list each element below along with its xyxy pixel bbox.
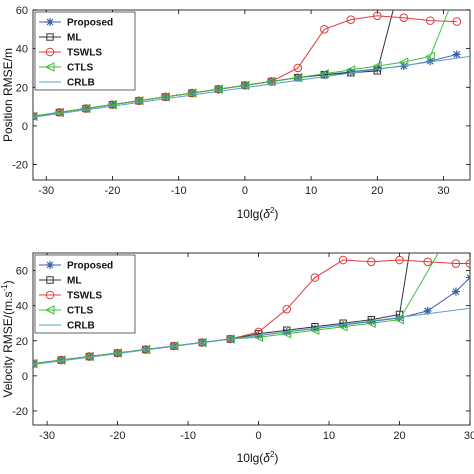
x-tick-label: -10 (171, 185, 187, 197)
triangle-marker (292, 72, 303, 83)
triangle-marker (44, 305, 55, 315)
x-tick-label: 20 (393, 430, 405, 442)
y-tick-label: 60 (16, 5, 28, 17)
y-tick-label: 20 (16, 336, 28, 348)
circle-marker (367, 257, 376, 267)
circle-marker (320, 25, 329, 34)
triangle-marker (54, 107, 64, 118)
legend: Proposed ML TSWLS CTLS CRLB (34, 11, 136, 91)
legend-box (34, 254, 136, 334)
x-axis-label: 10lg(δ2) (237, 450, 279, 465)
legend-label: CTLS (67, 306, 93, 317)
y-tick-label: 60 (16, 266, 28, 278)
legend-label: TSWLS (67, 48, 102, 59)
legend-label: TSWLS (67, 291, 102, 302)
star-marker (426, 57, 435, 66)
x-tick-label: -30 (39, 430, 55, 442)
series-group (33, 10, 470, 122)
series-line-crlb (33, 55, 470, 118)
y-axis-label: Velocity RMSE/(m.s-1) (0, 280, 15, 397)
y-tick-label: -20 (12, 160, 28, 172)
x-tick-label: -20 (110, 430, 126, 442)
circle-marker (465, 259, 470, 268)
circle-marker (423, 257, 433, 267)
circle-marker (45, 290, 55, 300)
triangle-marker (398, 57, 409, 67)
legend: Proposed ML TSWLS CTLS CRLB (34, 254, 136, 334)
y-axis-label: Position RMSE/m (1, 48, 15, 142)
x-tick-label: 10 (305, 185, 317, 197)
chart-panel: -30 -20 -10 0 10 20 30 -20 0 20 40 60 Proposed ML TSWL… (0, 252, 474, 465)
star-marker (452, 50, 461, 59)
circle-marker (45, 47, 55, 57)
square-marker (46, 33, 54, 41)
series-line-crlb (33, 307, 470, 365)
legend-label: CRLB (67, 78, 95, 89)
x-axis-label: 10lg(δ2) (237, 206, 279, 221)
star-marker (46, 261, 54, 269)
y-tick-label: -20 (12, 406, 28, 418)
triangle-marker (319, 68, 329, 79)
y-tick-label: 40 (16, 44, 28, 56)
series-line-ctls (33, 10, 450, 117)
x-tick-label: -10 (180, 430, 196, 442)
legend-label: CRLB (67, 321, 95, 332)
circle-marker (399, 13, 409, 23)
circle-marker (338, 255, 348, 265)
square-marker (46, 276, 54, 284)
circle-marker (425, 16, 435, 25)
y-tick-label: 0 (22, 121, 28, 133)
legend-label: CTLS (67, 63, 93, 74)
legend-label: ML (67, 33, 81, 44)
triangle-marker (425, 51, 435, 62)
legend-label: Proposed (67, 261, 113, 272)
star-marker (46, 18, 54, 26)
circle-marker (282, 304, 292, 314)
circle-marker (452, 17, 462, 26)
x-tick-label: -20 (105, 185, 121, 197)
y-tick-label: 0 (22, 371, 28, 383)
x-tick-label: 10 (323, 430, 335, 442)
legend-label: Proposed (67, 18, 113, 29)
x-tick-label: 0 (242, 185, 248, 197)
chart-panel: -30 -20 -10 0 10 20 30 -20 0 20 40 60 Proposed ML TSWL… (1, 5, 471, 221)
star-marker (423, 306, 432, 315)
triangle-marker (44, 62, 55, 72)
x-tick-label: 20 (371, 185, 383, 197)
triangle-marker (266, 76, 276, 87)
triangle-marker (345, 65, 356, 75)
x-tick-label: 30 (437, 185, 449, 197)
y-tick-label: 40 (16, 301, 28, 313)
circle-marker (346, 15, 356, 24)
star-marker (451, 287, 460, 296)
circle-marker (395, 255, 404, 265)
circle-marker (293, 63, 303, 73)
star-marker (466, 273, 470, 282)
x-tick-label: -30 (38, 185, 54, 197)
series-group (33, 253, 470, 369)
circle-marker (310, 273, 320, 282)
circle-marker (373, 11, 382, 21)
x-tick-label: 30 (464, 430, 474, 442)
circle-marker (451, 259, 461, 268)
triangle-marker (372, 61, 382, 71)
triangle-marker (80, 103, 91, 114)
legend-box (34, 11, 136, 91)
x-tick-label: 0 (255, 430, 261, 442)
legend-label: ML (67, 276, 81, 287)
y-tick-label: 20 (16, 82, 28, 94)
